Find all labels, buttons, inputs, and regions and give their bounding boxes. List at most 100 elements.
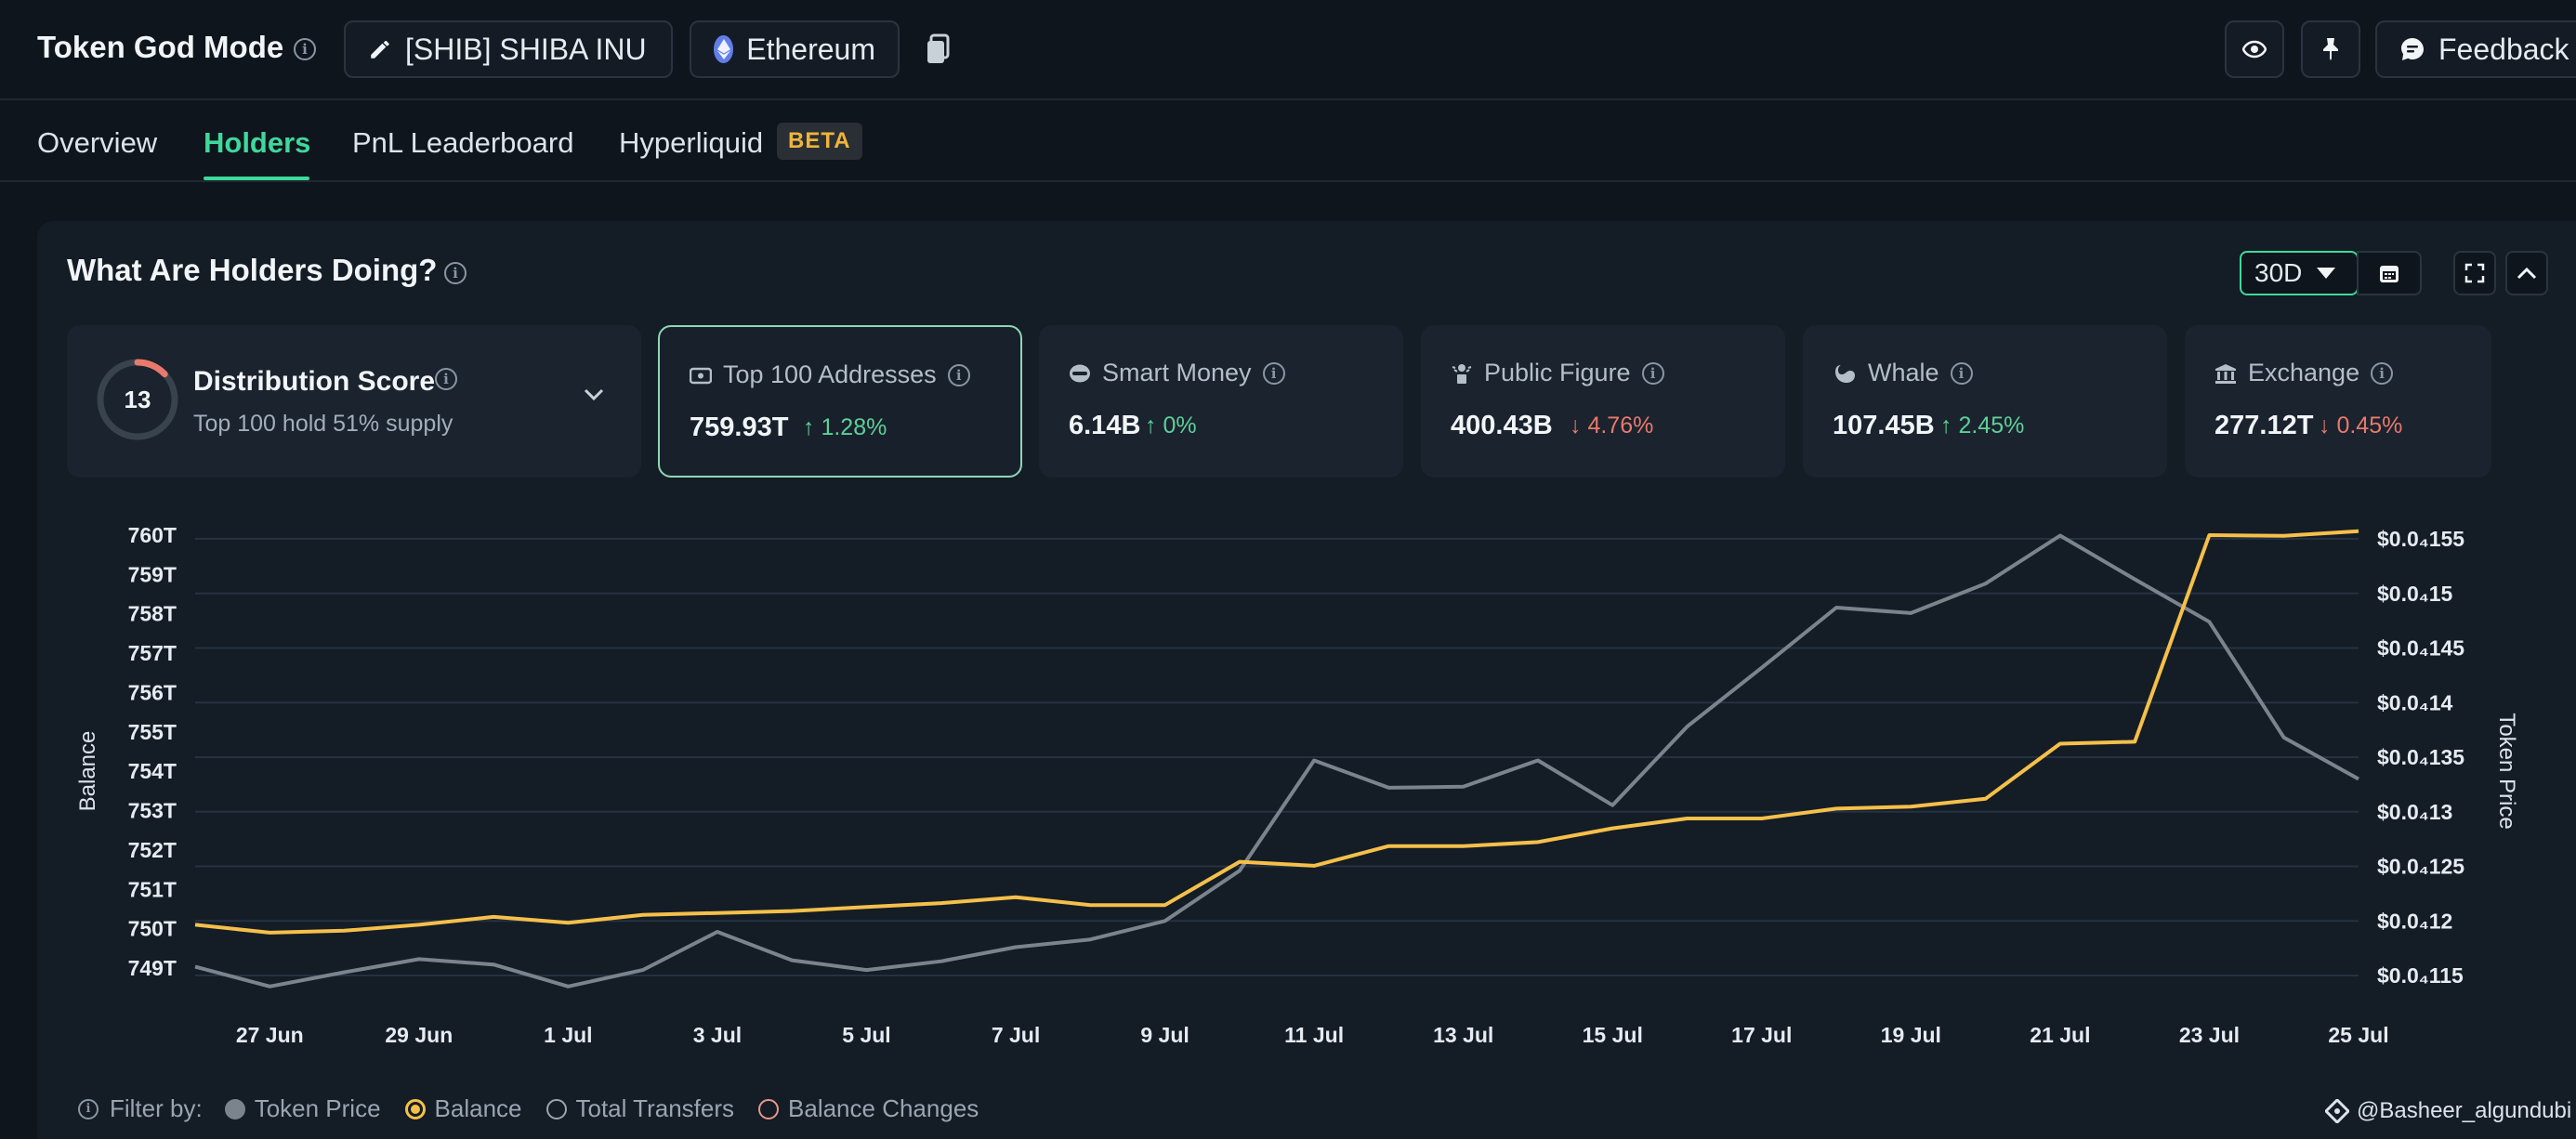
x-tick-label: 29 Jun	[385, 1023, 453, 1046]
chain-selector-button[interactable]: Ethereum	[690, 20, 900, 78]
y-tick-label: 750T	[128, 917, 177, 941]
card-label: Smart Money	[1102, 359, 1252, 386]
distribution-title: Distribution Score	[193, 366, 436, 397]
x-tick-label: 25 Jul	[2328, 1023, 2388, 1046]
info-icon[interactable]: i	[1262, 361, 1285, 385]
arrow-up-icon: ↑	[1145, 412, 1157, 439]
y2-tick-label: $0.0₄14	[2377, 690, 2453, 714]
y2-tick-label: $0.0₄125	[2377, 855, 2464, 879]
pin-icon	[2323, 38, 2338, 60]
card-change: ↑ 1.28%	[803, 414, 887, 440]
radio-empty-icon	[545, 1098, 567, 1119]
card-smart-money[interactable]: Smart Money i 6.14B ↑ 0%	[1039, 325, 1403, 478]
time-range-select[interactable]: 30D	[2240, 251, 2359, 295]
info-icon[interactable]: i	[1641, 361, 1664, 385]
collapse-button[interactable]	[2505, 251, 2548, 295]
y2-axis-title: Token Price	[2494, 713, 2519, 829]
filter-balance-changes[interactable]: Balance Changes	[758, 1094, 979, 1123]
card-label: Public Figure	[1484, 359, 1631, 386]
holders-chart[interactable]: 760T 759T 758T 757T 756T 755T 754T 753T 752T 751T…	[0, 502, 2576, 1046]
y-axis-left: 760T 759T 758T 757T 756T 755T 754T 753T 752T 751T…	[128, 523, 177, 980]
y2-tick-label: $0.0₄13	[2377, 800, 2452, 824]
x-tick-label: 15 Jul	[1583, 1023, 1643, 1046]
chevron-up-icon	[2517, 267, 2537, 280]
pin-button[interactable]	[2301, 20, 2360, 78]
eye-icon	[2242, 40, 2267, 59]
x-tick-label: 17 Jul	[1731, 1023, 1792, 1046]
x-tick-label: 5 Jul	[842, 1023, 890, 1046]
x-axis: 27 Jun 29 Jun 1 Jul 3 Jul 5 Jul 7 Jul 9 Jul 11 …	[236, 1023, 2389, 1046]
tab-hyperliquid[interactable]: Hyperliquid	[619, 126, 764, 159]
filter-balance[interactable]: Balance	[404, 1094, 522, 1123]
score-value: 13	[124, 386, 151, 413]
y-axis-title: Balance	[75, 731, 100, 812]
card-change: ↓ 0.45%	[2319, 412, 2403, 439]
card-public-figure[interactable]: Public Figure i 400.43B ↓ 4.76%	[1421, 325, 1785, 478]
y2-tick-label: $0.0₄115	[2377, 963, 2464, 988]
fullscreen-button[interactable]	[2453, 251, 2496, 295]
wallet-icon	[690, 367, 712, 384]
distribution-score-card[interactable]: 13 Distribution Score i Top 100 hold 51%…	[67, 325, 641, 478]
feedback-button[interactable]: Feedback	[2375, 20, 2576, 78]
y-axis-right: $0.0₄155 $0.0₄15 $0.0₄145 $0.0₄14 $0.0₄135 $0…	[2377, 527, 2464, 988]
token-selector-button[interactable]: [SHIB] SHIBA INU	[344, 20, 673, 78]
y2-tick-label: $0.0₄135	[2377, 745, 2464, 769]
tab-bar: Overview Holders PnL Leaderboard Hyperli…	[0, 102, 2576, 182]
x-tick-label: 13 Jul	[1433, 1023, 1493, 1046]
series-line-token-price[interactable]	[194, 533, 2359, 988]
chevron-down-icon[interactable]	[584, 388, 604, 401]
chart-grid	[195, 538, 2359, 976]
date-picker-button[interactable]	[2357, 251, 2422, 295]
y-tick-label: 752T	[128, 838, 177, 862]
info-icon[interactable]: i	[947, 363, 970, 386]
arrow-down-icon: ↓	[1570, 412, 1582, 439]
filter-row: i Filter by: Token Price Balance Total T…	[78, 1094, 979, 1123]
info-icon[interactable]: i	[444, 262, 467, 284]
filter-total-transfers[interactable]: Total Transfers	[545, 1094, 734, 1123]
card-top-100-addresses[interactable]: Top 100 Addresses i 759.93T ↑ 1.28%	[658, 325, 1022, 478]
filter-label: Filter by:	[110, 1094, 203, 1122]
arrow-down-icon: ↓	[2319, 412, 2331, 439]
y-tick-label: 755T	[128, 720, 177, 744]
info-icon[interactable]: i	[2371, 361, 2394, 385]
nansen-logo-icon	[2325, 1099, 2349, 1123]
tab-pnl-leaderboard[interactable]: PnL Leaderboard	[352, 126, 574, 159]
token-label: [SHIB] SHIBA INU	[405, 32, 647, 66]
card-value: 759.93T	[690, 412, 789, 442]
info-icon[interactable]: i	[78, 1098, 99, 1119]
tab-holders[interactable]: Holders	[204, 126, 311, 159]
info-icon[interactable]: i	[1950, 361, 1973, 385]
y-tick-label: 757T	[128, 641, 177, 665]
x-tick-label: 9 Jul	[1140, 1023, 1189, 1046]
x-tick-label: 1 Jul	[544, 1023, 592, 1046]
card-exchange[interactable]: Exchange i 277.12T ↓ 0.45%	[2185, 325, 2491, 478]
card-label: Whale	[1868, 359, 1939, 386]
arrow-up-icon: ↑	[1940, 412, 1952, 439]
y2-tick-label: $0.0₄145	[2377, 636, 2464, 661]
app-title: Token God Mode	[37, 30, 284, 64]
info-icon[interactable]: i	[294, 38, 316, 60]
series-line-balance[interactable]	[194, 529, 2359, 935]
y-tick-label: 756T	[128, 680, 177, 704]
card-value: 107.45B	[1833, 411, 1935, 440]
active-tab-indicator	[204, 177, 309, 180]
card-label: Top 100 Addresses	[723, 360, 937, 388]
tab-overview[interactable]: Overview	[37, 126, 158, 159]
x-tick-label: 7 Jul	[992, 1023, 1040, 1046]
watch-button[interactable]	[2225, 20, 2284, 78]
info-icon[interactable]: i	[435, 368, 457, 390]
y-tick-label: 754T	[128, 759, 177, 783]
x-tick-label: 21 Jul	[2030, 1023, 2090, 1046]
y-tick-label: 751T	[128, 877, 177, 901]
x-tick-label: 23 Jul	[2179, 1023, 2240, 1046]
ethereum-icon	[714, 35, 734, 63]
card-whale[interactable]: Whale i 107.45B ↑ 2.45%	[1803, 325, 2167, 478]
feedback-label: Feedback	[2438, 32, 2569, 66]
top-bar: Token God Mode i [SHIB] SHIBA INU Ethere…	[0, 0, 2576, 100]
y-tick-label: 749T	[128, 956, 177, 980]
y2-tick-label: $0.0₄15	[2377, 582, 2453, 606]
filter-token-price[interactable]: Token Price	[224, 1094, 381, 1123]
copy-icon[interactable]	[926, 33, 952, 65]
x-tick-label: 27 Jun	[236, 1023, 304, 1046]
card-value: 400.43B	[1451, 411, 1553, 440]
